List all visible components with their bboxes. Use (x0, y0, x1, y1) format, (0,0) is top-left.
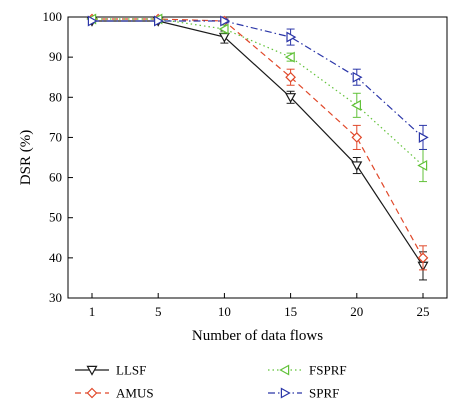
data-point-fsprf (417, 160, 428, 172)
series-amus (86, 13, 429, 271)
data-point-sprf (87, 15, 98, 27)
data-point-fsprf (284, 51, 295, 63)
series-line-fsprf (92, 18, 424, 166)
x-axis-label: Number of data flows (192, 328, 323, 344)
x-tick-label: 10 (218, 304, 231, 319)
x-tick-label: 25 (417, 304, 430, 319)
plot-frame (67, 16, 448, 299)
y-tick-label: 100 (43, 9, 63, 24)
legend-marker-llsf (86, 365, 98, 376)
y-tick-label: 40 (49, 250, 62, 265)
series-line-llsf (92, 20, 424, 267)
legend-item-llsf: LLSF (75, 363, 146, 378)
series-fsprf (86, 13, 428, 183)
legend-marker-fsprf (279, 364, 290, 376)
legend: LLSF AMUS FSPRF SPRF (75, 363, 347, 401)
y-tick-label: 60 (49, 170, 62, 185)
x-tick-label: 5 (155, 304, 162, 319)
legend-item-fsprf: FSPRF (268, 363, 347, 378)
data-point-amus (351, 132, 363, 143)
x-tick-label: 20 (350, 304, 363, 319)
legend-label-fsprf: FSPRF (309, 363, 347, 378)
data-point-sprf (418, 131, 429, 143)
series-layer (86, 13, 429, 281)
series-line-sprf (92, 20, 424, 138)
x-tick-label: 15 (284, 304, 297, 319)
data-point-sprf (286, 31, 297, 43)
y-tick-label: 90 (49, 49, 62, 64)
data-point-sprf (154, 15, 164, 27)
series-line-amus (92, 18, 424, 259)
data-point-llsf (285, 93, 297, 104)
y-axis-label: DSR (%) (18, 130, 34, 185)
legend-marker-sprf (280, 387, 291, 399)
legend-label-llsf: LLSF (116, 363, 146, 378)
data-point-fsprf (351, 99, 361, 111)
y-tick-label: 80 (49, 89, 62, 104)
series-sprf (87, 15, 429, 150)
y-tick-label: 30 (49, 290, 62, 305)
legend-marker-amus (86, 387, 98, 399)
data-point-amus (285, 71, 296, 83)
y-tick-label: 50 (49, 210, 62, 225)
legend-label-sprf: SPRF (309, 386, 339, 401)
legend-item-amus: AMUS (75, 386, 154, 401)
data-point-sprf (220, 15, 231, 27)
legend-label-amus: AMUS (116, 386, 154, 401)
data-point-amus (417, 252, 429, 264)
y-tick-label: 70 (49, 129, 62, 144)
data-point-llsf (351, 161, 363, 172)
legend-item-sprf: SPRF (268, 386, 339, 401)
x-tick-label: 1 (89, 304, 96, 319)
series-llsf (86, 16, 429, 281)
data-point-fsprf (218, 23, 229, 35)
data-point-sprf (352, 71, 363, 83)
